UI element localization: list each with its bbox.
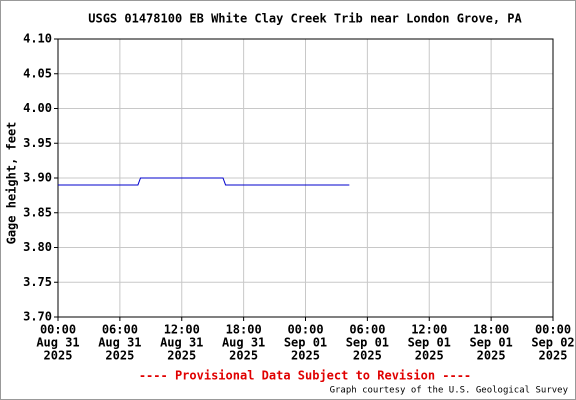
chart-title: USGS 01478100 EB White Clay Creek Trib n… xyxy=(88,12,522,26)
x-tick-label: Aug 31 xyxy=(36,336,79,350)
x-tick-label: 2025 xyxy=(105,349,134,363)
x-tick-label: 2025 xyxy=(229,349,258,363)
x-tick-label: 18:00 xyxy=(473,323,509,337)
x-tick-label: 18:00 xyxy=(226,323,262,337)
x-tick-label: 2025 xyxy=(539,349,568,363)
x-tick-label: 12:00 xyxy=(164,323,200,337)
y-tick-label: 4.10 xyxy=(23,32,52,46)
x-tick-label: 2025 xyxy=(291,349,320,363)
x-tick-label: 2025 xyxy=(353,349,382,363)
plot-border xyxy=(57,38,554,318)
y-tick-label: 3.80 xyxy=(23,240,52,254)
y-tick-label: 4.00 xyxy=(23,101,52,115)
x-tick-label: 00:00 xyxy=(40,323,76,337)
provisional-note: ---- Provisional Data Subject to Revisio… xyxy=(139,369,471,383)
x-tick-label: 2025 xyxy=(477,349,506,363)
y-tick-label: 3.75 xyxy=(23,275,52,289)
y-tick-label: 3.70 xyxy=(23,310,52,324)
credit: Graph courtesy of the U.S. Geological Su… xyxy=(330,386,569,396)
x-tick-label: Aug 31 xyxy=(98,336,141,350)
x-tick-label: 06:00 xyxy=(102,323,138,337)
x-tick-label: 00:00 xyxy=(535,323,571,337)
x-tick-label: Sep 01 xyxy=(346,336,389,350)
x-tick-label: Sep 02 xyxy=(531,336,574,350)
x-tick-label: Sep 01 xyxy=(408,336,451,350)
x-tick-label: Aug 31 xyxy=(222,336,265,350)
x-tick-label: Sep 01 xyxy=(284,336,327,350)
x-tick-label: 2025 xyxy=(167,349,196,363)
x-tick-label: 12:00 xyxy=(411,323,447,337)
y-tick-label: 3.85 xyxy=(23,205,52,219)
y-tick-label: 3.90 xyxy=(23,171,52,185)
x-tick-label: Aug 31 xyxy=(160,336,203,350)
x-tick-label: 2025 xyxy=(415,349,444,363)
x-tick-label: 00:00 xyxy=(287,323,323,337)
x-tick-label: 2025 xyxy=(44,349,73,363)
x-tick-label: Sep 01 xyxy=(469,336,512,350)
y-tick-label: 3.95 xyxy=(23,136,52,150)
data-line xyxy=(58,177,350,186)
y-axis-label: Gage height, feet xyxy=(5,122,19,245)
x-tick-label: 06:00 xyxy=(349,323,385,337)
y-tick-label: 4.05 xyxy=(23,66,52,80)
